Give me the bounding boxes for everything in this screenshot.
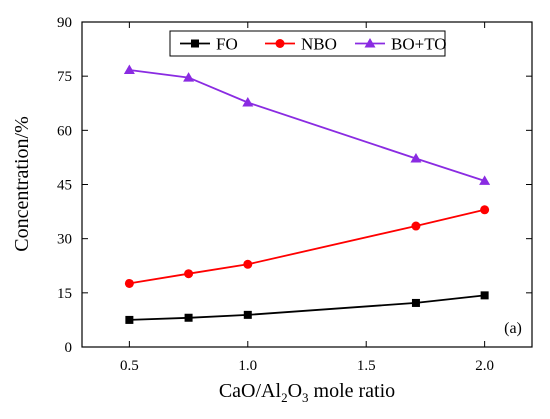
x-tick-label: 1.0 — [238, 358, 257, 374]
y-tick-label: 15 — [57, 286, 72, 302]
x-label-part: CaO/Al — [219, 380, 282, 402]
legend-marker — [364, 38, 376, 48]
ticks-layer: 0 15 30 45 60 75 90 0.5 1.0 1.5 2.0 — [57, 15, 532, 374]
series-line-nbo — [129, 208, 485, 285]
data-point-fo — [243, 310, 252, 319]
y-tick-label: 0 — [65, 340, 73, 356]
legend-label: FO — [216, 35, 238, 54]
data-point-nbo — [480, 205, 490, 215]
data-point-bo-to — [479, 175, 491, 185]
x-axis-label: CaO/Al2O3 mole ratio — [219, 380, 395, 405]
series-line-bo-to — [129, 69, 485, 182]
data-point-bo-to — [183, 72, 195, 82]
data-point-bo-to — [123, 64, 135, 75]
series-line-fo — [129, 294, 485, 321]
y-tick-label: 45 — [57, 178, 72, 194]
legend: FO NBO BO+TO — [169, 30, 447, 57]
x-label-part: mole ratio — [309, 380, 396, 402]
data-point-bo-to — [410, 153, 422, 163]
data-point-nbo — [411, 221, 421, 231]
x-label-subscript: 3 — [302, 390, 309, 405]
legend-label: BO+TO — [391, 35, 447, 54]
y-tick-label: 90 — [57, 15, 72, 31]
series-layer — [123, 64, 491, 324]
x-label-subscript: 2 — [281, 390, 288, 405]
x-tick-label: 1.5 — [357, 358, 376, 374]
legend-box — [169, 30, 446, 57]
legend-marker — [191, 39, 199, 48]
data-point-nbo — [124, 278, 134, 288]
plot-frame — [81, 21, 533, 348]
data-point-fo — [125, 315, 134, 324]
y-tick-label: 75 — [57, 69, 72, 85]
data-point-fo — [411, 298, 420, 307]
data-point-fo — [184, 313, 193, 322]
x-label-part: O — [288, 380, 302, 402]
x-tick-label: 0.5 — [120, 358, 139, 374]
data-point-fo — [480, 291, 489, 300]
y-tick-label: 60 — [57, 123, 72, 139]
y-tick-label: 30 — [57, 232, 72, 248]
data-point-bo-to — [242, 97, 254, 107]
legend-label: NBO — [301, 35, 337, 54]
panel-label: (a) — [504, 320, 522, 337]
data-point-nbo — [184, 269, 194, 279]
x-tick-label: 2.0 — [475, 358, 494, 374]
data-point-nbo — [243, 259, 253, 269]
legend-marker — [275, 39, 285, 48]
y-axis-label: Concentration/% — [11, 116, 33, 252]
